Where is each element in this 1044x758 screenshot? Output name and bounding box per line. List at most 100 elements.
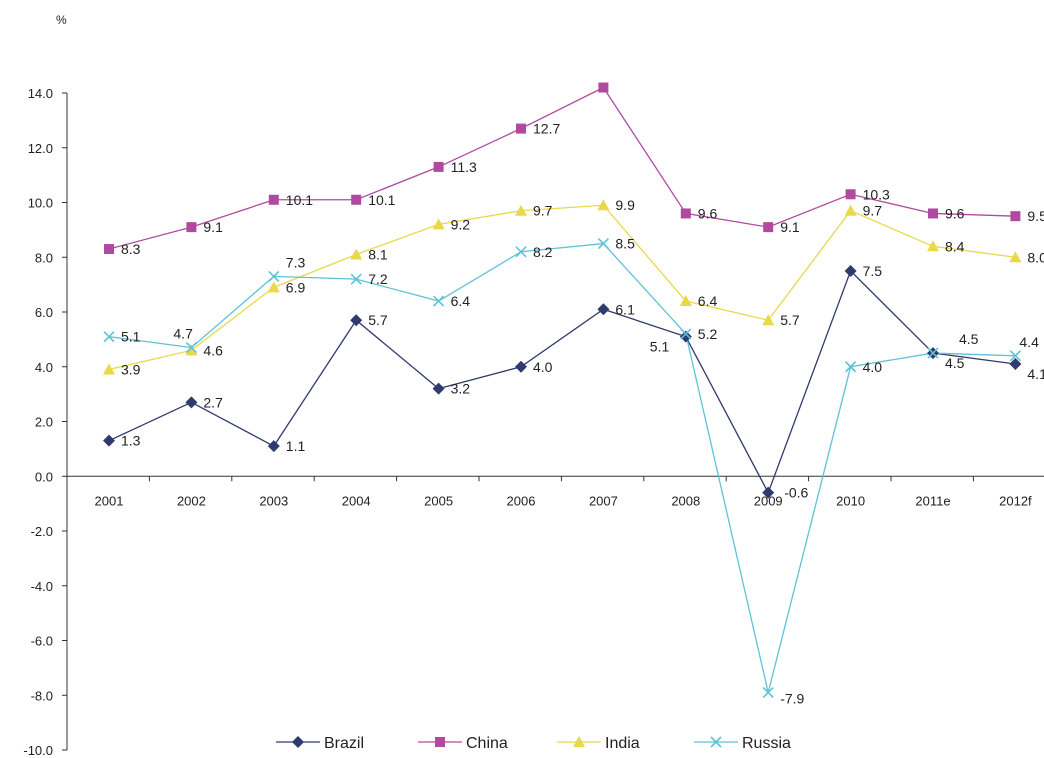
data-point-china xyxy=(268,194,279,205)
legend-label-russia: Russia xyxy=(742,735,791,752)
data-label-india: 8.4 xyxy=(945,238,965,254)
data-point-china xyxy=(845,189,856,200)
legend-label-brazil: Brazil xyxy=(324,735,364,752)
data-point-brazil xyxy=(103,434,115,447)
x-tick-label: 2001 xyxy=(95,493,124,508)
data-point-russia xyxy=(185,342,197,354)
data-point-china xyxy=(433,161,444,172)
data-label-russia: 8.2 xyxy=(533,244,553,260)
legend-marker-china xyxy=(435,737,445,747)
data-point-brazil xyxy=(844,264,857,277)
x-tick-label: 2012f xyxy=(999,493,1032,508)
data-label-india: 4.6 xyxy=(203,342,223,358)
data-point-china xyxy=(351,194,362,205)
data-point-china xyxy=(598,82,609,93)
data-point-russia xyxy=(515,246,527,258)
data-label-india: 9.9 xyxy=(615,197,635,213)
data-point-brazil xyxy=(350,314,363,327)
legend-marker-russia xyxy=(710,736,722,748)
x-tick-label: 2006 xyxy=(507,493,536,508)
data-point-brazil xyxy=(1009,358,1022,371)
legend-label-india: India xyxy=(605,735,640,752)
axes: -10.0 -8.0 -6.0 -4.0 -2.0 0.0 2.0 4.0 6.0 8.0 10.0… xyxy=(23,86,1044,758)
data-label-china: 9.6 xyxy=(698,205,718,221)
data-point-russia xyxy=(927,347,939,359)
data-label-china: 9.5 xyxy=(1027,208,1044,224)
data-point-india xyxy=(762,314,775,326)
data-label-brazil: 7.5 xyxy=(863,263,883,279)
data-label-china: 9.1 xyxy=(780,219,800,235)
legend-marker-brazil xyxy=(292,736,304,748)
data-point-russia xyxy=(762,686,774,699)
data-point-russia xyxy=(433,295,445,307)
series-line-russia xyxy=(108,242,1016,693)
data-point-brazil xyxy=(597,303,610,316)
series-lines xyxy=(108,86,1016,693)
data-point-brazil xyxy=(515,360,527,373)
data-point-china xyxy=(186,222,197,233)
data-label-brazil: 5.1 xyxy=(650,339,670,355)
y-tick-label: 4.0 xyxy=(35,360,53,375)
data-label-india: 9.7 xyxy=(863,203,883,219)
data-label-india: 6.9 xyxy=(286,279,306,295)
data-label-russia: 8.5 xyxy=(615,236,635,252)
data-point-brazil xyxy=(679,330,692,343)
data-point-india xyxy=(1009,251,1022,263)
data-label-brazil: -0.6 xyxy=(784,485,808,501)
y-tick-label: -8.0 xyxy=(31,688,53,703)
x-tick-label: 2005 xyxy=(424,493,453,508)
data-label-russia: 4.7 xyxy=(173,326,193,342)
data-point-china xyxy=(1010,211,1021,222)
data-label-russia: 5.2 xyxy=(698,326,718,342)
data-label-russia: 7.2 xyxy=(368,271,388,287)
data-label-india: 8.0 xyxy=(1027,249,1044,265)
data-point-brazil xyxy=(762,486,775,499)
data-point-brazil xyxy=(267,440,280,453)
data-label-russia: 6.4 xyxy=(451,293,471,309)
y-tick-label: 2.0 xyxy=(35,415,53,430)
legend: Brazil China India Russia xyxy=(276,735,791,752)
data-label-brazil: 4.5 xyxy=(945,355,965,371)
data-label-brazil: 1.3 xyxy=(121,433,141,449)
data-point-india xyxy=(103,363,115,375)
data-point-india xyxy=(432,218,445,230)
data-point-russia xyxy=(680,328,692,340)
y-tick-label: -2.0 xyxy=(31,524,53,539)
data-label-brazil: 2.7 xyxy=(203,394,223,410)
data-point-russia xyxy=(268,270,280,282)
data-point-india xyxy=(267,281,280,293)
data-label-brazil: 3.2 xyxy=(451,381,471,397)
series-line-brazil xyxy=(108,269,1016,495)
x-tick-label: 2004 xyxy=(342,493,371,508)
data-point-china xyxy=(516,123,526,134)
y-tick-label: 12.0 xyxy=(28,141,53,156)
y-tick-label: 10.0 xyxy=(28,196,53,211)
data-label-russia: 4.5 xyxy=(959,331,979,347)
data-label-india: 6.4 xyxy=(698,293,718,309)
data-label-china: 9.1 xyxy=(203,219,223,235)
data-label-brazil: 1.1 xyxy=(286,438,306,454)
data-label-india: 8.1 xyxy=(368,247,388,263)
data-label-india: 5.7 xyxy=(780,312,800,328)
y-tick-label: -10.0 xyxy=(23,743,53,758)
data-point-india xyxy=(927,240,939,252)
data-label-china: 12.7 xyxy=(533,121,560,137)
data-label-china: 9.6 xyxy=(945,205,965,221)
x-tick-label: 2007 xyxy=(589,493,618,508)
data-label-china: 8.3 xyxy=(121,241,141,257)
y-tick-label: -4.0 xyxy=(31,579,53,594)
x-tick-label: 2010 xyxy=(836,493,865,508)
data-label-russia: -7.9 xyxy=(780,691,804,707)
data-label-brazil: 6.1 xyxy=(615,301,635,317)
data-point-brazil xyxy=(185,396,198,409)
data-label-india: 9.7 xyxy=(533,203,553,219)
data-point-india xyxy=(185,344,198,356)
data-point-india xyxy=(350,248,363,260)
data-label-china: 10.1 xyxy=(368,192,395,208)
y-tick-label: 14.0 xyxy=(28,86,53,101)
data-label-russia: 5.1 xyxy=(121,329,141,345)
series-markers xyxy=(103,82,1022,699)
data-point-brazil xyxy=(432,382,445,395)
y-tick-label: 6.0 xyxy=(35,305,53,320)
